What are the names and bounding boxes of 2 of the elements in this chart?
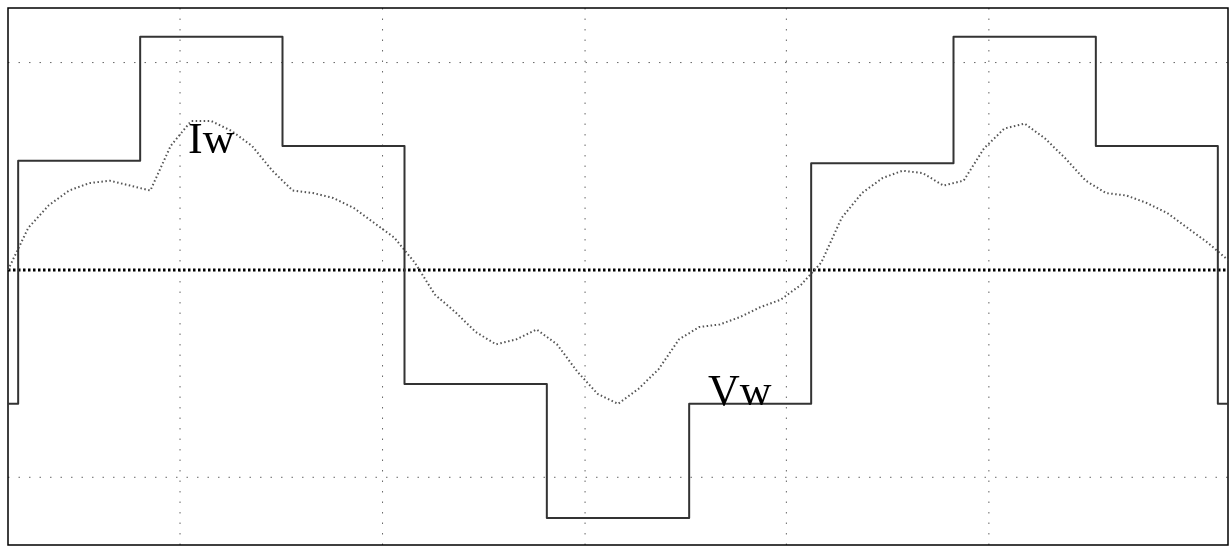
series-label: Vw — [707, 366, 772, 416]
series-label: Iw — [188, 113, 235, 163]
